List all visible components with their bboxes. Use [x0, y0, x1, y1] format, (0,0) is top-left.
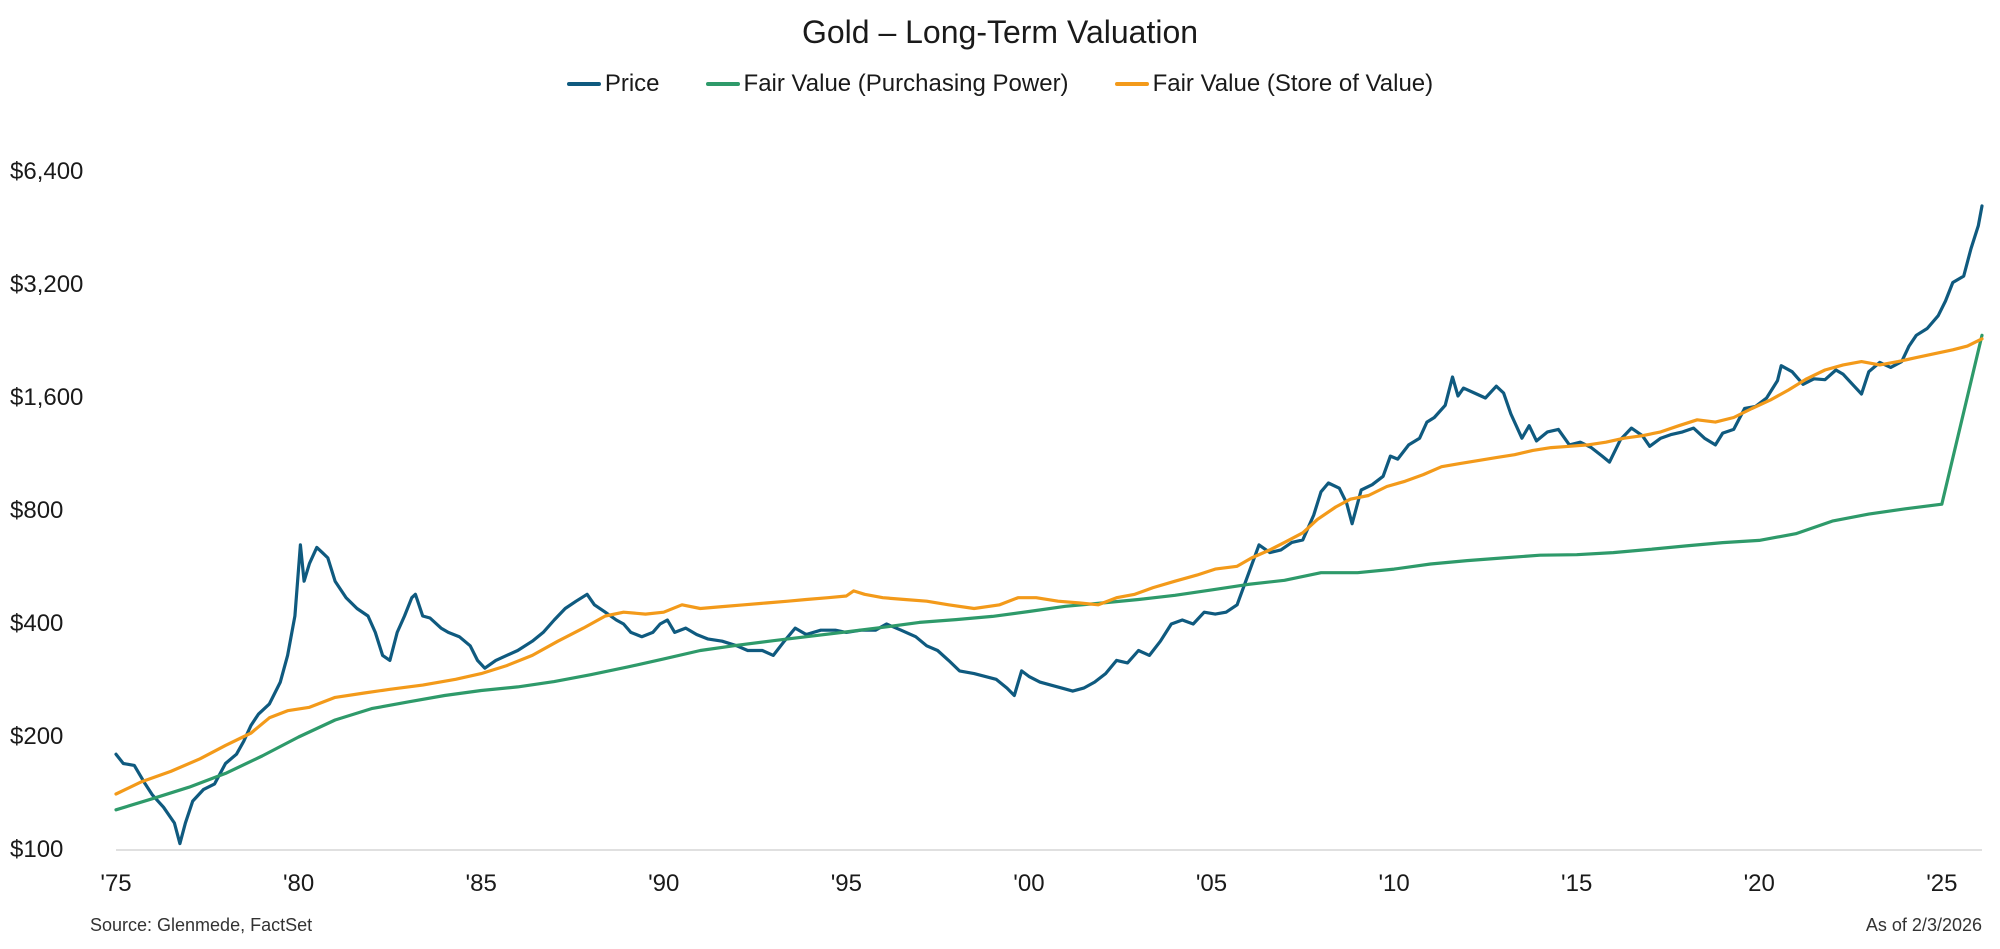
- y-tick-label: $1,600: [10, 384, 84, 411]
- series-line-price: [114, 204, 1984, 846]
- y-tick-label: $3,200: [10, 271, 84, 298]
- legend-label-store-of-value: Fair Value (Store of Value): [1152, 70, 1434, 97]
- x-tick-label: '15: [1561, 870, 1593, 897]
- x-tick-label: '90: [648, 870, 680, 897]
- x-tick-label: '75: [100, 870, 132, 897]
- legend-swatch-store-of-value: [1114, 82, 1149, 86]
- legend-item-purchasing-power: Fair Value (Purchasing Power): [705, 70, 1069, 98]
- x-tick-label: '10: [1378, 870, 1410, 897]
- y-tick-label: $800: [10, 497, 64, 524]
- x-tick-label: '80: [282, 870, 315, 897]
- x-tick-label: '05: [1195, 870, 1228, 897]
- chart-title: Gold – Long-Term Valuation: [801, 14, 1199, 50]
- legend-swatch-price: [566, 82, 601, 86]
- x-tick-label: '00: [1013, 870, 1045, 897]
- y-tick-label: $400: [10, 610, 64, 637]
- series-line-fair-value-store-of-value: [114, 337, 1984, 796]
- legend: Price Fair Value (Purchasing Power) Fair…: [0, 70, 2000, 98]
- as-of-date: As of 2/3/2026: [1865, 915, 1982, 935]
- legend-item-store-of-value: Fair Value (Store of Value): [1114, 70, 1434, 98]
- x-tick-label: '20: [1743, 870, 1775, 897]
- legend-swatch-purchasing-power: [705, 82, 740, 86]
- y-tick-label: $100: [10, 836, 64, 863]
- legend-label-price: Price: [604, 70, 660, 97]
- x-tick-label: '95: [830, 870, 862, 897]
- y-tick-label: $200: [10, 723, 64, 750]
- series-line-fair-value-purchasing-power: [114, 333, 1984, 812]
- x-tick-label: '25: [1926, 870, 1958, 897]
- source-note: Source: Glenmede, FactSet: [90, 915, 313, 935]
- y-tick-label: $6,400: [10, 158, 84, 185]
- legend-item-price: Price: [566, 70, 660, 98]
- legend-label-purchasing-power: Fair Value (Purchasing Power): [743, 70, 1069, 97]
- x-tick-label: '85: [465, 870, 497, 897]
